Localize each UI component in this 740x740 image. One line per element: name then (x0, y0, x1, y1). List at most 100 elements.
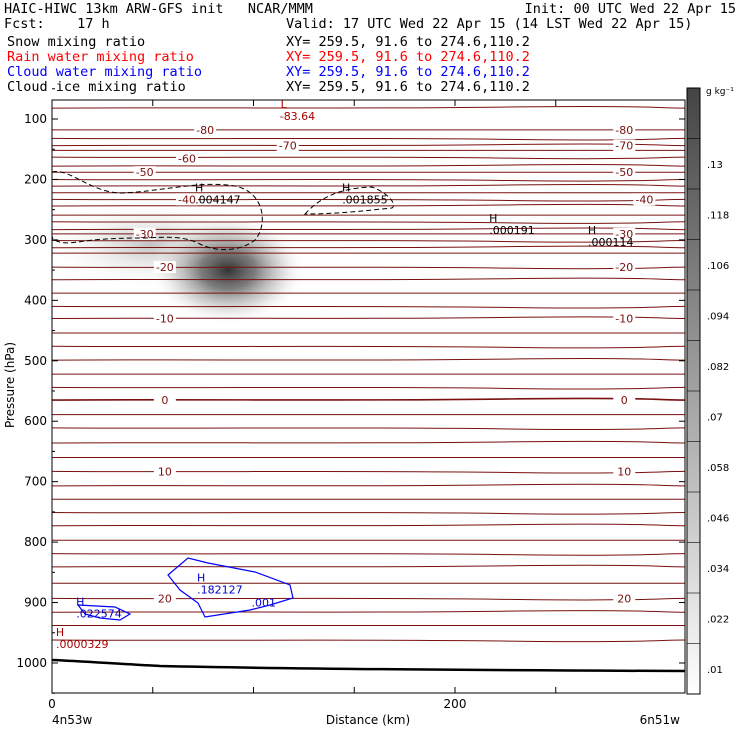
temperature-label-bg (613, 592, 636, 605)
x-axis-right-end-label: 6n51w (640, 713, 681, 727)
temperature-label: -50 (615, 166, 633, 179)
temperature-label: -80 (196, 124, 214, 137)
extremum-marker: H (56, 626, 64, 639)
y-axis-label: Pressure (hPa) (3, 342, 17, 428)
y-axis-tick-label: 300 (24, 233, 47, 247)
y-axis-tick-label: 1000 (16, 656, 47, 670)
temperature-label-bg (613, 227, 636, 240)
temperature-label: -80 (615, 124, 633, 137)
extremum-marker: H (342, 182, 350, 195)
valid-time: Valid: 17 UTC Wed 22 Apr 15 (14 LST Wed … (286, 16, 693, 32)
terrain-line (51, 658, 686, 673)
temperature-label-bg (153, 312, 176, 325)
field-name-snow: Snow mixing ratio (7, 34, 146, 50)
temperature-contour-line (51, 163, 686, 167)
y-axis-tick-label: 100 (24, 112, 47, 126)
temperature-contour-line (51, 277, 686, 281)
temperature-contour-line (51, 440, 686, 444)
colorbar-unit: g kg⁻¹ (706, 87, 734, 97)
temperature-contour-line (51, 639, 686, 643)
colorbar-label: .046 (707, 513, 729, 524)
temperature-contour-line (51, 597, 686, 601)
temperature-contour-line (51, 227, 686, 231)
temperature-label: -50 (136, 166, 154, 179)
y-axis-tick-label: 800 (24, 535, 47, 549)
extremum-value: .001855 (342, 194, 388, 207)
temperature-label-bg (194, 123, 217, 136)
colorbar-label: .118 (707, 210, 729, 221)
forecast-hour: Fcst: 17 h (4, 16, 110, 32)
init-time: Init: 00 UTC Wed 22 Apr 15 (524, 1, 736, 17)
cloud-water-contours (76, 557, 294, 621)
temperature-contour-line (51, 511, 686, 515)
temperature-labels: -80 -80 -70 -70 -60 -50 -50 -40 -40 -30 -30 -20 -20 -… (133, 123, 656, 605)
temperature-label-bg (633, 193, 656, 206)
temperature-contour-line (51, 239, 686, 243)
temperature-label-bg (153, 261, 176, 274)
extremum-marker: L (281, 98, 288, 111)
temperature-contour-line (51, 245, 686, 249)
temperature-label-bg (176, 152, 199, 165)
x-axis-tick-label: 200 (444, 697, 467, 711)
x-axis: 0 200 (48, 100, 557, 711)
colorbar: g kg⁻¹ .01 .022 .034 .046 .058 .07 .082 .094 .10… (686, 87, 734, 695)
temperature-label-bg (613, 465, 636, 478)
extremum-marker: H (76, 596, 84, 609)
extremum-marker: H (588, 224, 596, 237)
y-axis-tick-label: 500 (24, 354, 47, 368)
extremum-value: .022574 (76, 608, 122, 621)
temperature-label: -20 (615, 261, 633, 274)
temperature-contour-line (51, 483, 686, 487)
extremum-marker: H (197, 571, 205, 584)
ice-contour-secondary (303, 186, 394, 215)
temperature-label-bg (613, 123, 636, 136)
temperature-label-bg (613, 166, 636, 179)
y-axis-tick-label: 900 (24, 596, 47, 610)
temperature-label-bg (613, 394, 636, 407)
temperature-label: -70 (279, 140, 297, 153)
temperature-label-bg (133, 166, 156, 179)
x-axis-label: Distance (km) (326, 713, 410, 727)
y-axis-tick-label: 700 (24, 475, 47, 489)
temperature-contour-line (51, 610, 686, 613)
colorbar-label: .082 (707, 362, 729, 373)
temperature-contour-line (51, 470, 686, 474)
extremum-marker: H (195, 182, 203, 195)
temperature-contour-line (51, 316, 686, 319)
ice-contour-main (51, 171, 263, 250)
temperature-label: -30 (615, 228, 633, 241)
extremum-value: .182127 (197, 583, 243, 596)
temperature-contour-line (51, 386, 686, 390)
x-axis-left-end-label: 4n53w (52, 713, 93, 727)
extremum-value: .004147 (195, 194, 241, 207)
y-axis-tick-label: 600 (24, 414, 47, 428)
temperature-contour-line (51, 427, 686, 431)
field-name-rain: Rain water mixing ratio (7, 49, 194, 65)
cloud-water-contour-main (167, 557, 294, 618)
colorbar-label: .094 (707, 311, 729, 322)
temperature-contour-line (51, 137, 686, 141)
cloud-ice-contours (51, 171, 394, 250)
temperature-label-bg (613, 261, 636, 274)
temperature-label-bg (153, 465, 176, 478)
extremum-value: .000114 (588, 236, 634, 249)
temperature-contour-line (51, 564, 686, 568)
temperature-label: 0 (621, 394, 628, 407)
colorbar-label: .07 (707, 412, 723, 423)
temperature-label-bg (613, 139, 636, 152)
temperature-contour-line (51, 183, 686, 187)
temperature-contour-line (51, 345, 686, 349)
temperature-label: 20 (617, 592, 631, 605)
temperature-contour-line (51, 553, 686, 556)
cloud-water-contour-small (76, 604, 132, 621)
colorbar-label: .058 (707, 463, 729, 474)
temperature-label: -40 (635, 193, 653, 206)
plot-frame (51, 99, 686, 694)
temperature-contour-line (51, 143, 686, 147)
field-xy-cloud-water: XY= 259.5, 91.6 to 274.6,110.2 (286, 64, 530, 80)
temperature-contours (51, 105, 686, 643)
extremum-value: .000191 (489, 224, 535, 237)
temperature-label: -10 (615, 312, 633, 325)
